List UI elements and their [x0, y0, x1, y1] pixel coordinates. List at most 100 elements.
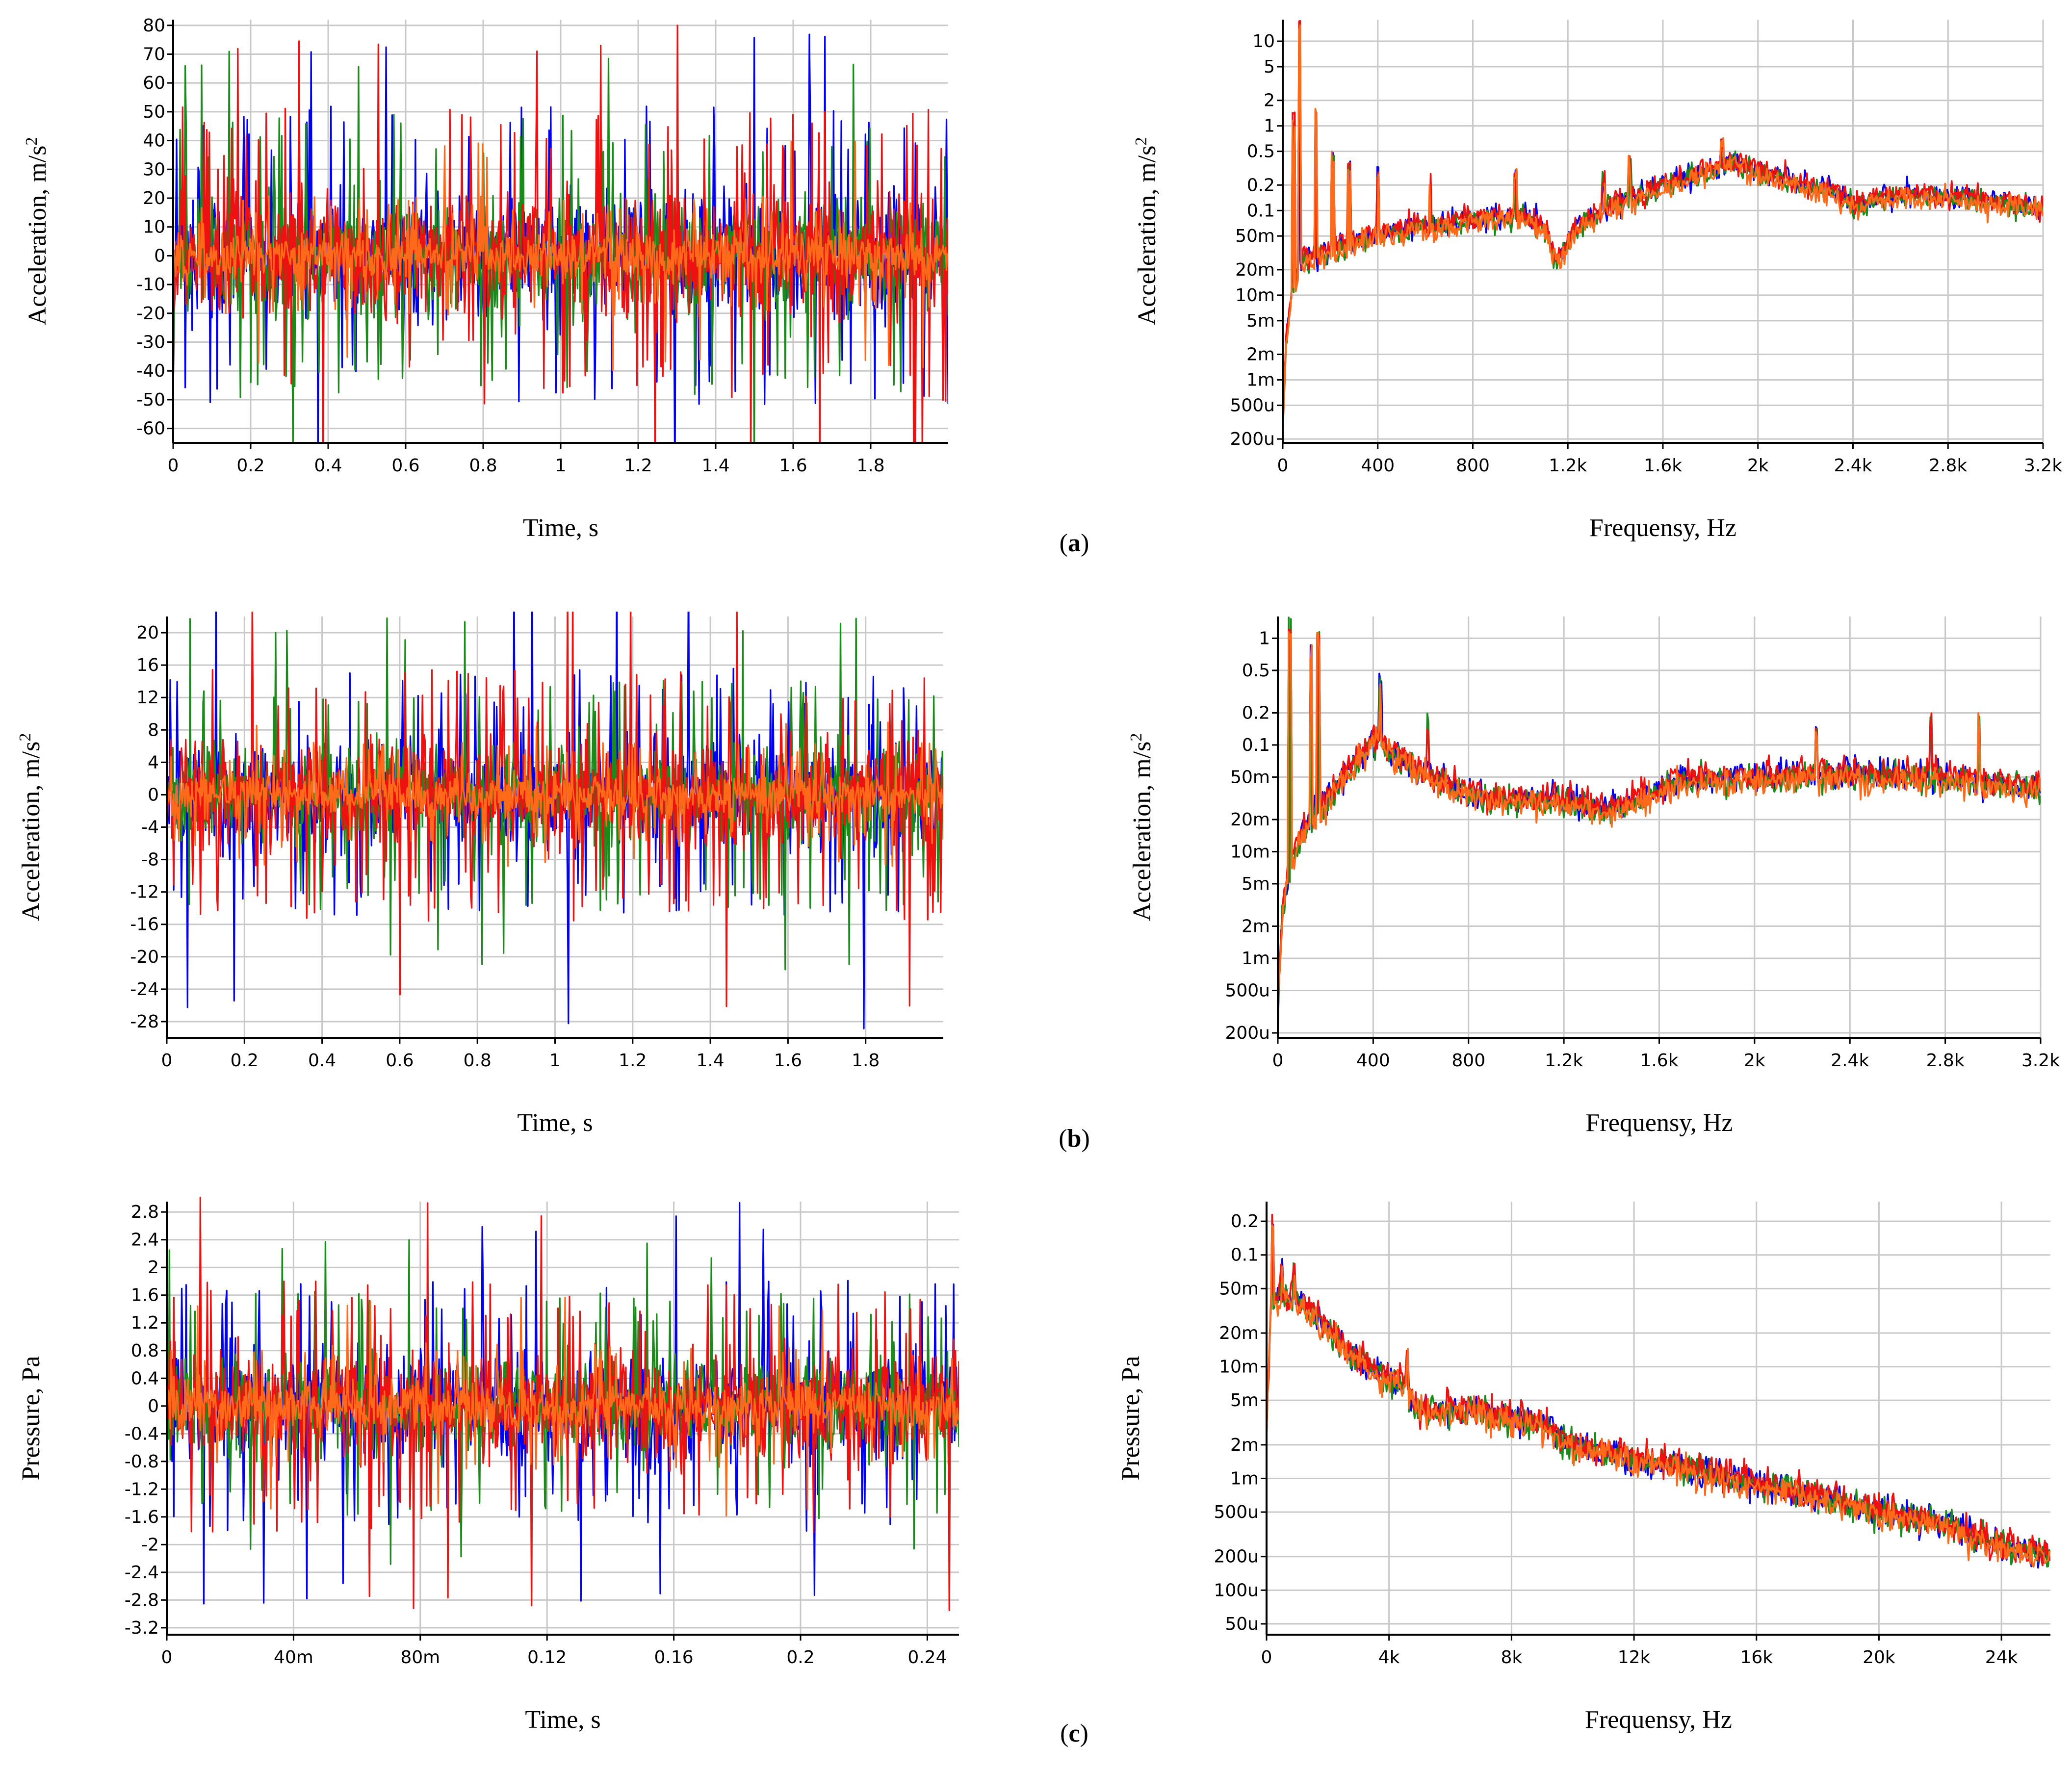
y-tick-label: 2.4 — [131, 1230, 159, 1250]
y-tick-label: -2 — [141, 1535, 159, 1555]
x-tick-label: 20k — [1863, 1647, 1895, 1668]
y-tick-label: 50m — [1219, 1279, 1259, 1299]
y-axis-title-sup: 2 — [23, 137, 41, 146]
y-axis-title: Pressure, Pa — [17, 1356, 45, 1480]
y-tick-label: 2 — [148, 1258, 159, 1278]
x-tick-label: 800 — [1456, 456, 1490, 476]
x-tick-label: 0.12 — [527, 1647, 567, 1668]
y-tick-label: 0.2 — [1231, 1211, 1259, 1232]
y-tick-label: -30 — [136, 333, 165, 353]
y-axis-title-text: Acceleration, m/s — [24, 146, 52, 326]
x-tick-label: 1.2k — [1549, 456, 1587, 476]
y-axis-title: Acceleration, m/s2 — [1132, 137, 1161, 326]
y-tick-label: 2m — [1246, 345, 1275, 365]
y-tick-label: 10 — [1252, 31, 1275, 51]
y-tick-label: 2m — [1230, 1435, 1259, 1455]
series-group — [167, 612, 943, 1029]
series-group — [1267, 1213, 2050, 1569]
series-group — [173, 25, 948, 443]
y-tick-label: -4 — [141, 818, 159, 838]
y-tick-label: 12 — [136, 688, 159, 708]
y-tick-label: 0 — [148, 1396, 159, 1416]
x-tick-label: 0 — [161, 1051, 173, 1071]
y-tick-label: 20 — [136, 623, 159, 643]
y-tick-label: -2.4 — [125, 1563, 159, 1583]
series-orange — [173, 141, 948, 371]
x-tick-label: 1 — [555, 456, 567, 476]
series-group — [167, 1197, 959, 1612]
y-tick-label: 500u — [1214, 1502, 1259, 1522]
x-tick-label: 2k — [1744, 1051, 1765, 1071]
y-tick-label: 50 — [143, 102, 165, 122]
y-tick-label: -0.8 — [125, 1452, 159, 1472]
y-tick-label: 70 — [143, 44, 165, 64]
y-tick-label: 30 — [143, 159, 165, 180]
x-tick-label: 24k — [1985, 1647, 2018, 1668]
x-tick-label: 0.2 — [786, 1647, 814, 1668]
plot-area: 0 400 800 1.2k 1.6k 2k 2.4k 2.8k 3.2k 10 5 2 1 0.5 0.2… — [1132, 20, 2062, 542]
y-tick-label: -24 — [130, 979, 159, 1000]
y-tick-label: 0.5 — [1247, 142, 1275, 162]
y-tick-label: 0.4 — [131, 1368, 159, 1388]
y-tick-label: 8 — [148, 720, 159, 740]
panel-label-c: (c) — [1060, 1720, 1088, 1747]
x-tick-label: 1.2 — [624, 456, 652, 476]
x-tick-label: 2k — [1747, 456, 1769, 476]
x-tick-label: 0 — [161, 1647, 173, 1668]
x-tick-label: 4k — [1378, 1647, 1400, 1668]
x-tick-label: 2.4k — [1831, 1051, 1869, 1071]
x-tick-label: 1.2k — [1545, 1051, 1583, 1071]
x-axis-title: Frequensy, Hz — [1585, 1706, 1732, 1734]
plot-area: 0 40m 80m 0.12 0.16 0.2 0.24 2.8 2.4 2 1.6 1.2 0.8 0.… — [17, 1197, 959, 1734]
y-tick-label: 0.8 — [131, 1341, 159, 1361]
y-tick-label: 20m — [1235, 260, 1275, 280]
y-axis-title-text: Acceleration, m/s — [17, 742, 45, 922]
y-tick-label: 1m — [1242, 949, 1270, 969]
y-tick-label: -20 — [130, 947, 159, 967]
x-tick-label: 400 — [1356, 1051, 1390, 1071]
x-tick-label: 0.8 — [464, 1051, 492, 1071]
y-tick-label: 2m — [1242, 917, 1270, 937]
y-tick-label: 1 — [1259, 628, 1270, 648]
x-tick-label: 0 — [1272, 1051, 1284, 1071]
y-tick-label: 500u — [1230, 395, 1275, 415]
y-tick-label: -28 — [130, 1012, 159, 1032]
y-tick-label: 1 — [1264, 116, 1275, 136]
y-axis-title-text: Acceleration, m/s — [1128, 742, 1156, 922]
y-tick-label: -2.8 — [125, 1590, 159, 1610]
y-tick-label: 5m — [1230, 1390, 1259, 1411]
x-axis-title: Time, s — [523, 514, 598, 542]
y-tick-label: 0 — [154, 246, 165, 266]
y-axis-title-sup: 2 — [16, 733, 34, 742]
y-tick-label: -12 — [130, 882, 159, 902]
y-axis-title-text: Pressure, Pa — [17, 1356, 45, 1480]
chart-a-freq: 0 400 800 1.2k 1.6k 2k 2.4k 2.8k 3.2k 10 5 2 1 0.5 0.2… — [1132, 20, 2062, 542]
x-tick-label: 1.4 — [701, 456, 729, 476]
y-tick-label: 0.5 — [1242, 661, 1270, 681]
y-tick-label: 40 — [143, 131, 165, 151]
x-tick-label: 12k — [1618, 1647, 1651, 1668]
y-tick-label: 10m — [1230, 842, 1270, 862]
y-tick-label: 5m — [1246, 311, 1275, 331]
y-tick-label: 20m — [1219, 1323, 1259, 1343]
x-tick-label: 1.8 — [852, 1051, 880, 1071]
series-red — [167, 1197, 959, 1612]
y-tick-label: 0.1 — [1242, 735, 1270, 755]
series-orange — [1278, 631, 2041, 1023]
x-tick-label: 0.6 — [391, 456, 419, 476]
y-axis-title: Acceleration, m/s2 — [1127, 733, 1156, 922]
x-tick-label: 1.4 — [696, 1051, 724, 1071]
y-tick-label: 50m — [1235, 226, 1275, 246]
plot-area: 0 4k 8k 12k 16k 20k 24k 0.2 0.1 50m 20m 10m 5m 2m 1m 50… — [1117, 1202, 2050, 1734]
series-group — [1278, 616, 2041, 1033]
x-tick-label: 1.8 — [856, 456, 884, 476]
y-tick-label: -20 — [136, 304, 165, 324]
x-tick-label: 0.4 — [308, 1051, 336, 1071]
series-orange — [1283, 24, 2043, 429]
x-axis-title: Time, s — [517, 1109, 593, 1137]
y-tick-label: -40 — [136, 361, 165, 381]
x-tick-label: 0.8 — [469, 456, 497, 476]
y-tick-label: 200u — [1214, 1547, 1259, 1567]
x-tick-label: 0 — [1261, 1647, 1272, 1668]
x-axis-title: Frequensy, Hz — [1589, 514, 1736, 542]
